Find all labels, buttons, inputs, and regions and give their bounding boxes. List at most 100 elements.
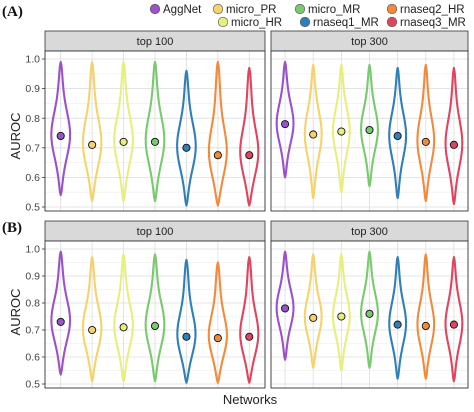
violin-outline	[416, 253, 436, 380]
legend-item-micro-mr: micro_MR	[294, 3, 360, 16]
gridlines	[271, 51, 468, 211]
legend-swatch	[212, 3, 224, 15]
legend-item-rnaseq1-mr: rnaseq1_MR	[299, 16, 379, 29]
mean-point	[119, 323, 128, 332]
mean-point	[281, 304, 290, 313]
mean-point	[150, 137, 160, 146]
violin-rnaseq1-mr	[388, 256, 408, 380]
violin-micro-mr	[360, 250, 379, 369]
mean-point	[119, 137, 128, 146]
violin-rnaseq1-mr	[388, 66, 408, 200]
legend-label: AggNet	[163, 4, 202, 16]
panel-b-top-100: top 100 0.5 0.6 0.7 0.8 0.9 1.0	[25, 220, 266, 391]
panel-border	[44, 240, 266, 389]
mean-point	[245, 332, 254, 341]
mean-point	[449, 140, 458, 149]
legend-swatch	[386, 16, 398, 28]
violin-micro-pr	[303, 63, 323, 200]
mean-point	[245, 151, 254, 160]
y-tick-label: 0.8	[25, 113, 40, 125]
mean-point	[393, 131, 402, 141]
violin-outline	[331, 63, 351, 194]
panel-border	[44, 50, 266, 212]
violin-outline	[239, 256, 260, 384]
mean-point	[449, 320, 458, 329]
y-tick-label: 0.6	[25, 172, 40, 184]
violin-outline	[388, 66, 408, 200]
legend-swatch	[217, 16, 229, 28]
violin-outline	[444, 66, 464, 206]
facet-strip-label: top 100	[137, 226, 174, 238]
violin-outline	[144, 60, 166, 203]
violin-aggnet	[50, 60, 72, 197]
violin-rnaseq1-mr	[176, 258, 197, 384]
legend-swatch	[294, 3, 306, 15]
y-tick-label: 0.9	[25, 83, 40, 95]
legend-label: rnaseq2_HR	[400, 4, 465, 16]
violin-outline	[176, 258, 197, 384]
violin-outline	[275, 60, 295, 179]
violin-outline	[144, 253, 166, 383]
violin-outline	[207, 60, 228, 207]
legend-swatch	[386, 3, 398, 15]
violin-rnaseq2-hr	[416, 253, 436, 380]
legend-item-aggnet: AggNet	[149, 3, 202, 16]
violin-aggnet	[275, 60, 295, 179]
violin-aggnet	[50, 250, 72, 376]
mean-point	[182, 143, 191, 152]
violin-outline	[207, 261, 228, 384]
violin-micro-pr	[81, 256, 103, 383]
violin-outline	[113, 60, 134, 203]
violin-micro-hr	[331, 63, 351, 194]
violin-outline	[444, 256, 464, 383]
legend-label: micro_PR	[226, 4, 276, 16]
mean-point	[213, 334, 222, 343]
violin-outline	[388, 256, 408, 380]
mean-point	[309, 130, 318, 139]
y-tick-label: 0.5	[25, 202, 40, 214]
mean-point	[281, 120, 290, 129]
legend-label: rnaseq1_MR	[313, 17, 379, 29]
panel-a-top-100: top 100 0.5 0.6 0.7 0.8 0.9 1.0	[25, 30, 266, 214]
mean-point	[150, 321, 160, 331]
legend-swatch	[149, 3, 161, 15]
violin-outline	[81, 256, 103, 383]
panel-b-top-300: top 300	[270, 220, 469, 389]
legend-item-rnaseq2-hr: rnaseq2_HR	[386, 3, 465, 16]
violin-micro-mr	[360, 63, 379, 188]
violin-rnaseq3-mr	[239, 256, 260, 384]
y-tick-label: 0.7	[25, 142, 40, 154]
gridlines	[45, 51, 265, 211]
mean-point	[337, 127, 346, 136]
legend-label: rnaseq3_MR	[400, 17, 466, 29]
y-tick-label: 0.9	[25, 271, 40, 283]
legend-item-rnaseq3-mr: rnaseq3_MR	[386, 16, 466, 29]
mean-point	[182, 332, 191, 341]
violin-rnaseq1-mr	[176, 69, 197, 207]
violin-rnaseq3-mr	[444, 66, 464, 206]
panel-border	[270, 50, 469, 212]
legend-label: micro_MR	[308, 4, 360, 16]
violin-outline	[50, 60, 72, 197]
violin-rnaseq2-hr	[207, 60, 228, 207]
violin-outline	[303, 253, 323, 369]
violin-micro-hr	[113, 253, 134, 383]
panel-label-b: (B)	[2, 220, 22, 236]
mean-point	[88, 140, 97, 149]
legend-item-micro-hr: micro_HR	[217, 16, 282, 29]
violin-outline	[113, 253, 134, 383]
y-tick-label: 0.5	[25, 379, 40, 391]
y-tick-label: 1.0	[25, 244, 40, 256]
violin-micro-mr	[144, 253, 166, 383]
y-tick-label: 0.7	[25, 325, 40, 337]
mean-point	[421, 321, 430, 331]
panel-border	[270, 240, 469, 389]
violin-outline	[81, 60, 103, 203]
mean-point	[88, 325, 97, 335]
violin-outline	[176, 69, 197, 207]
mean-point	[365, 309, 374, 318]
violin-rnaseq2-hr	[207, 261, 228, 384]
y-axis-title-b: AUROC	[8, 289, 23, 336]
